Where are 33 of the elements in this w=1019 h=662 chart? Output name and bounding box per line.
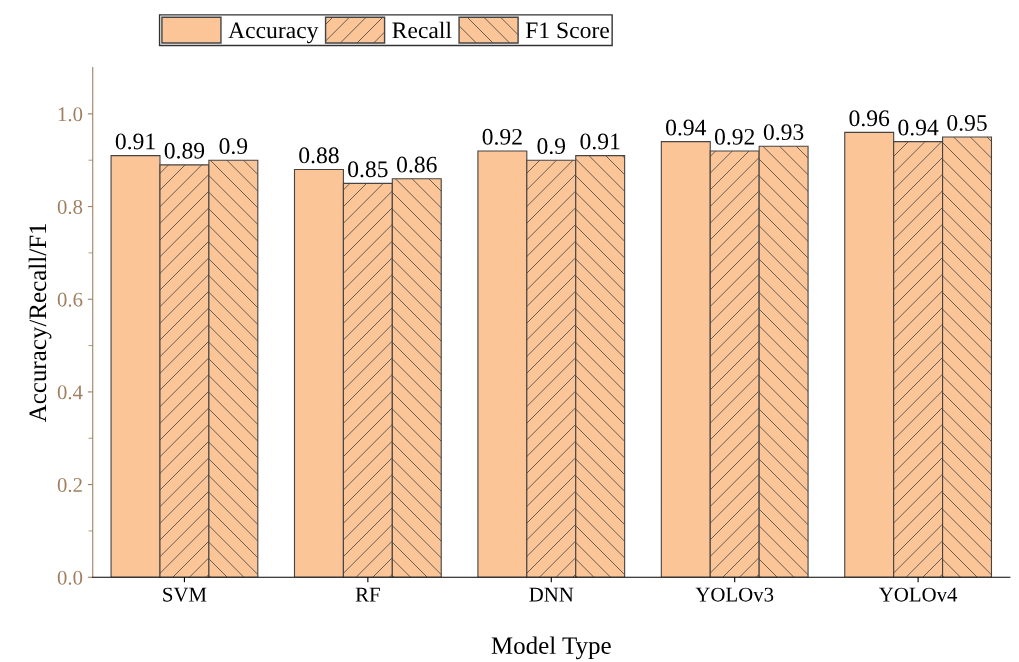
bar xyxy=(293,168,344,578)
data-label: 0.96 xyxy=(849,110,890,127)
x-tick-label: YOLOv3 xyxy=(695,587,774,602)
y-axis-title: Accuracy/Recall/F1 xyxy=(28,223,52,423)
y-tick-label: 1.0 xyxy=(58,107,83,122)
bar xyxy=(477,150,528,578)
y-tick-label: 0.2 xyxy=(57,477,82,493)
data-label: 0.88 xyxy=(299,147,339,164)
data-label: 0.95 xyxy=(947,114,987,131)
x-tick-label: SVM xyxy=(163,587,207,602)
y-tick-label: 0.4 xyxy=(57,385,83,400)
data-label: 0.86 xyxy=(397,156,437,173)
data-label: 0.91 xyxy=(115,133,155,150)
data-label: 0.94 xyxy=(666,119,707,136)
legend-label: Recall xyxy=(392,21,452,39)
legend-label: F1 Score xyxy=(525,22,609,39)
data-label: 0.93 xyxy=(763,124,804,141)
x-tick-label: DNN xyxy=(529,587,574,602)
data-label: 0.89 xyxy=(164,142,205,159)
y-tick-label: 0.6 xyxy=(57,292,83,307)
y-tick-label: 0.0 xyxy=(57,570,83,585)
data-label: 0.92 xyxy=(482,128,522,145)
data-label: 0.85 xyxy=(348,161,388,178)
data-label: 0.94 xyxy=(898,119,939,136)
y-tick-label: 0.8 xyxy=(57,199,83,215)
x-tick-label: YOLOv4 xyxy=(879,587,958,602)
data-label: 0.9 xyxy=(219,138,248,155)
data-label: 0.9 xyxy=(537,138,566,155)
data-label: 0.92 xyxy=(714,128,755,145)
x-axis-title: Model Type xyxy=(491,636,611,660)
x-tick-label: RF xyxy=(355,587,380,602)
data-label: 0.91 xyxy=(580,133,620,150)
legend-label: Accuracy xyxy=(228,22,319,44)
